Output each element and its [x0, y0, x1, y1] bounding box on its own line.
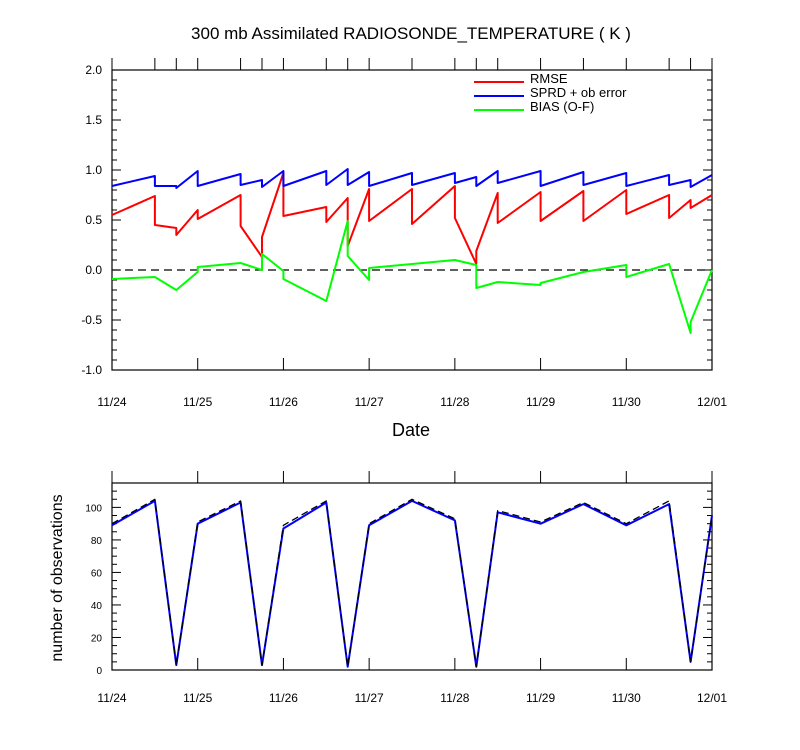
plot-frame	[111, 482, 713, 671]
series-line-2	[111, 220, 713, 334]
y-tick-label: 2.0	[85, 63, 102, 77]
legend-label: RMSE	[530, 71, 568, 86]
y-tick-label: 80	[91, 536, 103, 547]
y-tick-label: 40	[91, 601, 103, 612]
x-tick-label: 11/26	[269, 691, 298, 705]
x-tick-label: 11/26	[269, 395, 298, 409]
y-tick-label: 0	[96, 666, 102, 677]
y-tick-label: 0.0	[85, 263, 102, 277]
top-plot-area: -1.0 -0.5 0.0 0.5 1.0 1.5 2.0 11/24 11/25 11/26 11…	[81, 58, 727, 409]
y-tick-label: 0.5	[85, 213, 102, 227]
chart-title: 300 mb Assimilated RADIOSONDE_TEMPERATUR…	[191, 24, 631, 43]
y-tick-label: -1.0	[81, 363, 102, 377]
legend-label: SPRD + ob error	[530, 85, 627, 100]
series-line-1	[111, 168, 713, 189]
x-axis-title: Date	[392, 420, 430, 440]
x-tick-label: 11/25	[183, 395, 212, 409]
x-tick-label: 11/29	[526, 395, 555, 409]
x-tick-label: 11/28	[440, 691, 469, 705]
y-axis-title-observations: number of observations	[49, 494, 66, 661]
bottom-plot-area: 0 20 40 60 80 100 11/24 11/25 11/26 11/27 11/28 11/…	[85, 471, 727, 705]
x-tick-label: 12/01	[697, 395, 727, 409]
x-tick-label: 11/28	[440, 395, 469, 409]
x-tick-label: 12/01	[697, 691, 727, 705]
y-tick-label: 60	[91, 568, 103, 579]
x-tick-label: 11/27	[355, 691, 384, 705]
series-line-1	[111, 498, 713, 668]
x-tick-label: 11/25	[183, 691, 212, 705]
series-line-0	[111, 499, 713, 668]
y-tick-label: 100	[85, 503, 102, 514]
x-tick-label: 11/27	[355, 395, 384, 409]
y-tick-label: -0.5	[81, 313, 102, 327]
x-tick-label: 11/24	[97, 395, 126, 409]
y-tick-label: 20	[91, 633, 103, 644]
y-tick-label: 1.0	[85, 163, 102, 177]
series-line-0	[111, 172, 713, 265]
x-tick-label: 11/30	[612, 691, 641, 705]
x-tick-label: 11/29	[526, 691, 555, 705]
legend-label: BIAS (O-F)	[530, 99, 594, 114]
y-tick-label: 1.5	[85, 113, 102, 127]
x-tick-label: 11/30	[612, 395, 641, 409]
x-tick-label: 11/24	[97, 691, 126, 705]
